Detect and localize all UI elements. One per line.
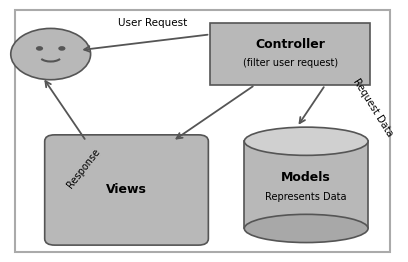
Circle shape	[11, 28, 91, 80]
Text: Models: Models	[281, 171, 331, 184]
Text: (filter user request): (filter user request)	[243, 58, 338, 68]
Text: Controller: Controller	[255, 38, 325, 51]
Text: User Request: User Request	[118, 18, 188, 28]
Text: Represents Data: Represents Data	[266, 192, 347, 202]
Text: Request Data: Request Data	[351, 77, 395, 139]
Text: Views: Views	[106, 183, 147, 196]
FancyBboxPatch shape	[15, 10, 390, 252]
Ellipse shape	[244, 214, 368, 243]
Circle shape	[36, 46, 43, 51]
Text: Response: Response	[64, 147, 102, 190]
Circle shape	[58, 46, 65, 51]
Polygon shape	[244, 141, 368, 228]
FancyBboxPatch shape	[211, 23, 370, 85]
FancyBboxPatch shape	[45, 135, 208, 245]
Ellipse shape	[244, 127, 368, 155]
